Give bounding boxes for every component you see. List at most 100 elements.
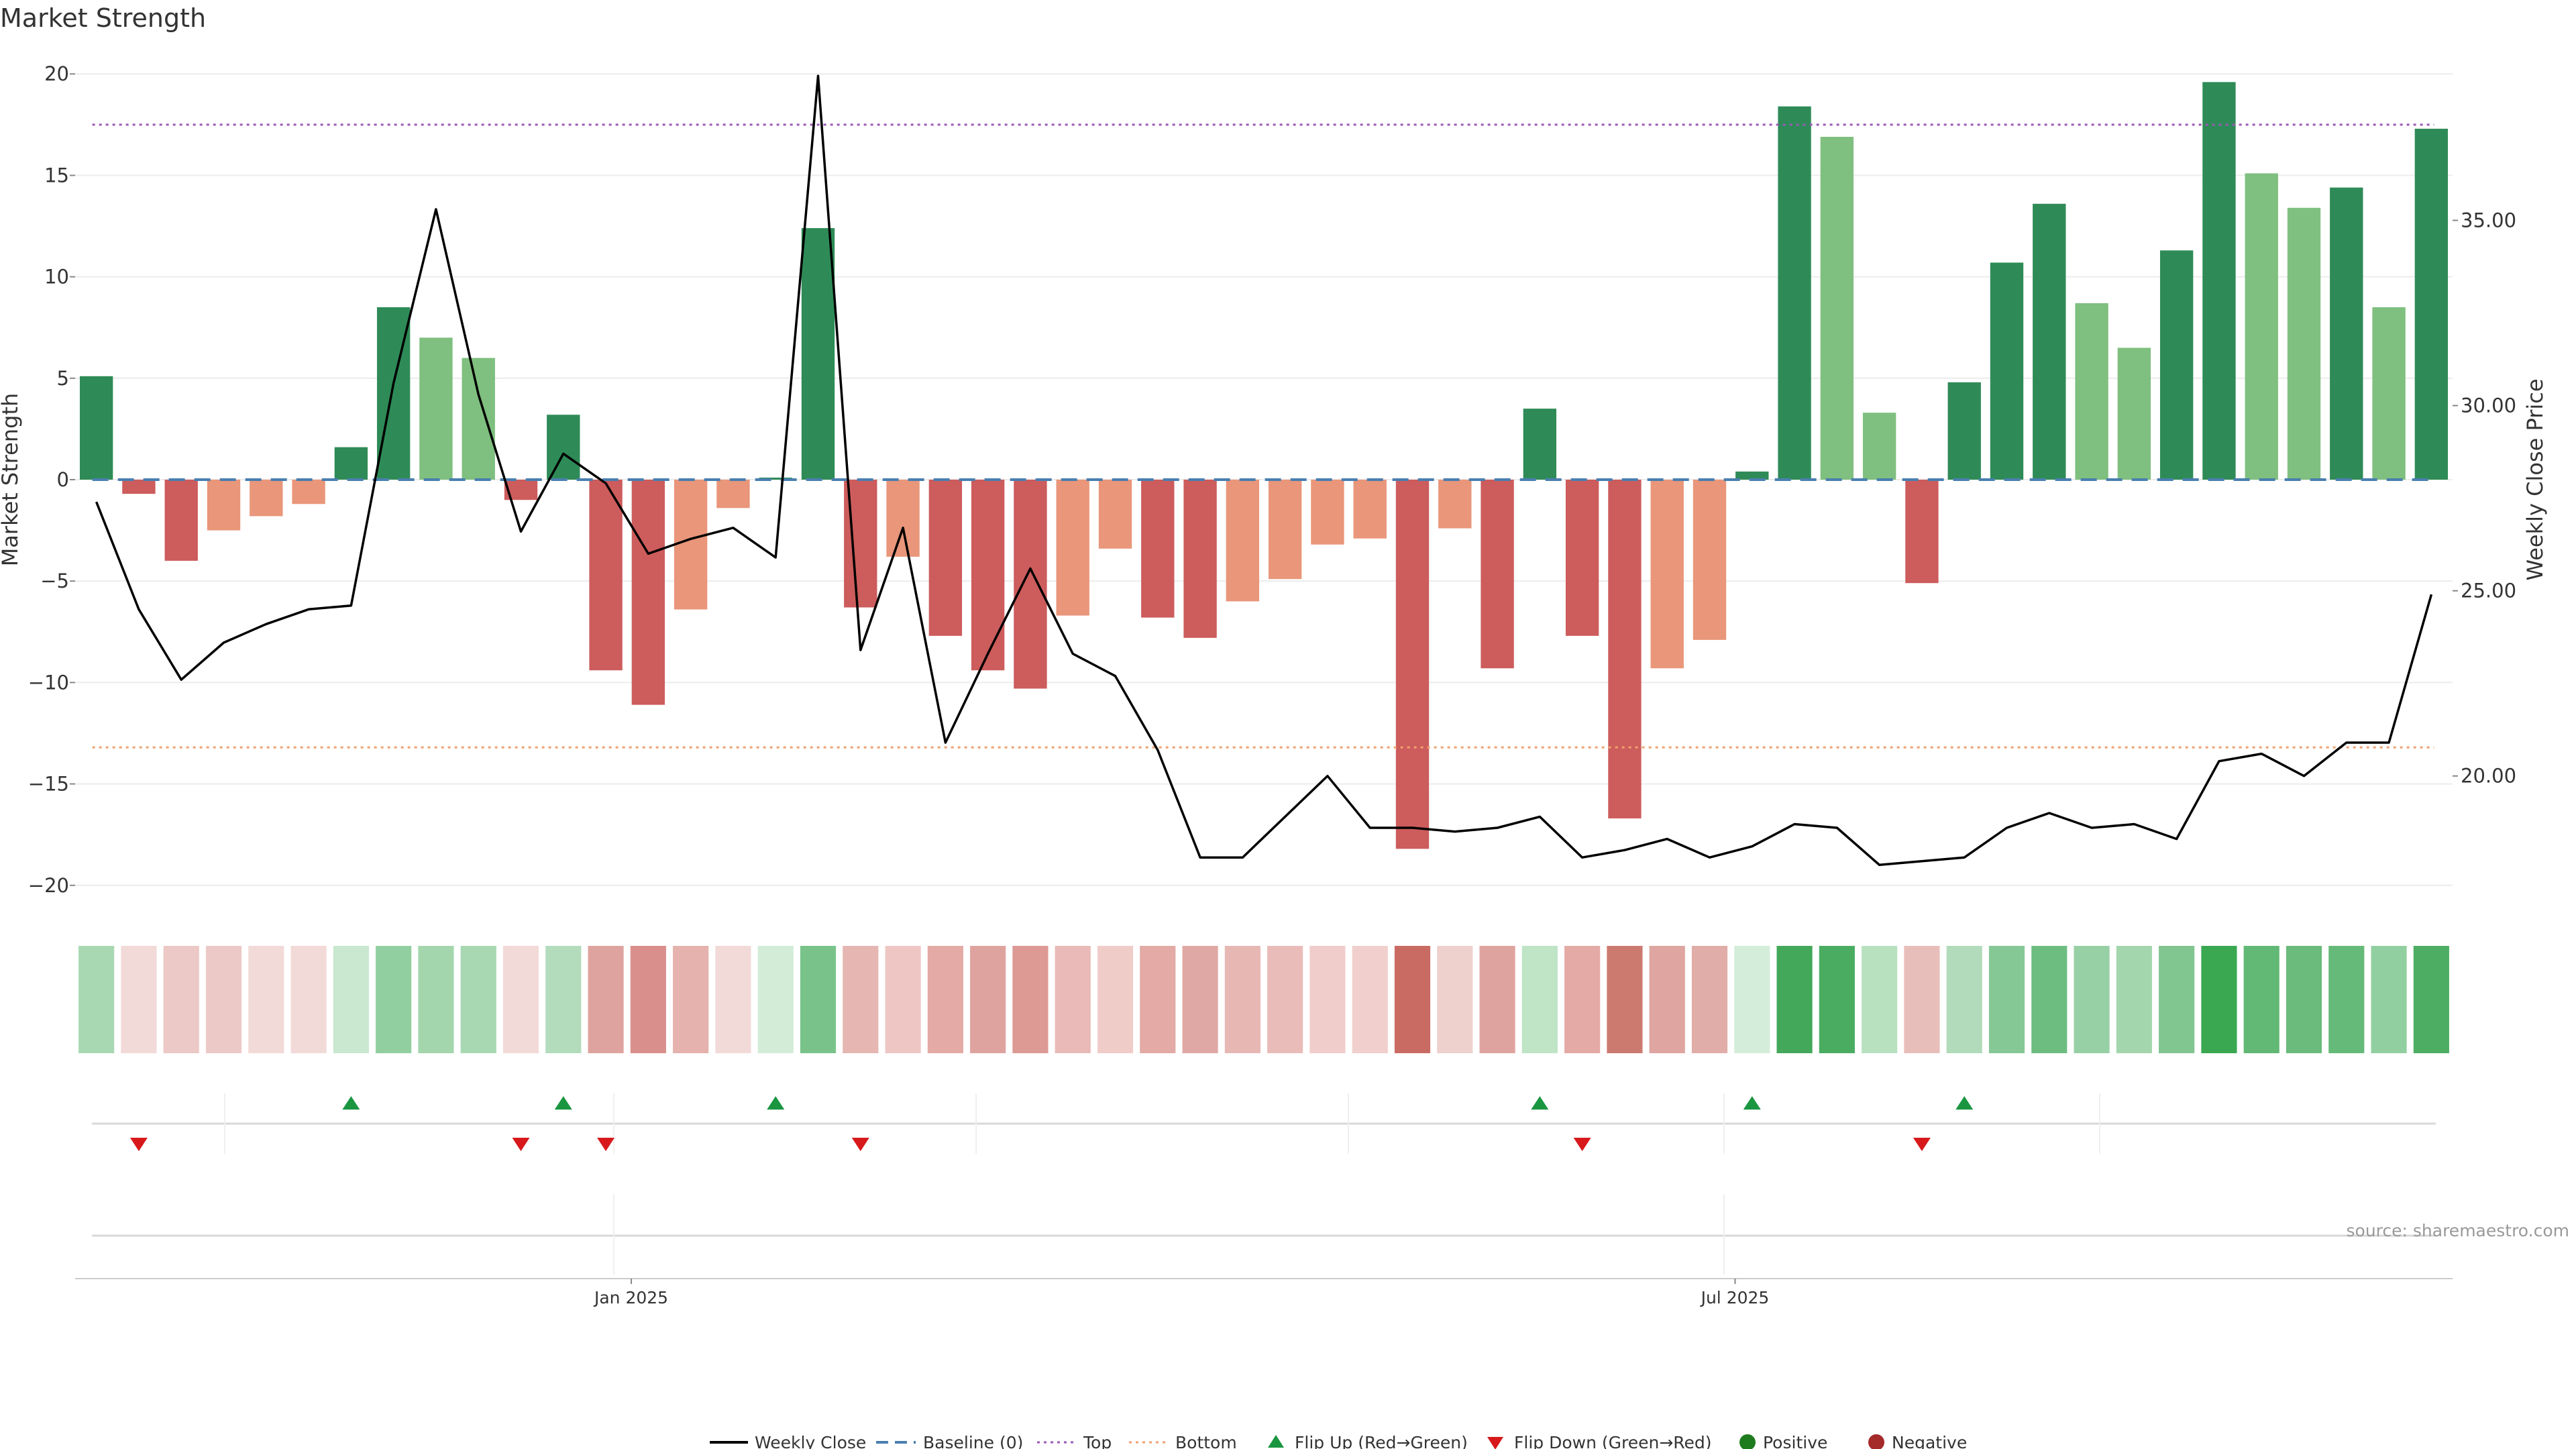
strength-bar — [759, 477, 792, 480]
heatmap-cell — [927, 946, 963, 1053]
heatmap-cell — [2328, 946, 2365, 1053]
heatmap-cell — [2371, 946, 2407, 1053]
heatmap-cell — [673, 946, 709, 1053]
heatmap-cell — [1394, 946, 1431, 1053]
y-left-tick-label: −10 — [28, 671, 69, 694]
strength-bar — [250, 480, 283, 517]
flip-markers-panel — [92, 1093, 2436, 1275]
heatmap-cell — [588, 946, 624, 1053]
legend-label: Weekly Close — [755, 1433, 866, 1449]
strength-bar — [1523, 409, 1557, 480]
strength-bar — [1990, 262, 2024, 480]
legend-label: Flip Down (Green→Red) — [1514, 1433, 1712, 1449]
y-left-tick-label: 5 — [57, 367, 69, 390]
strength-bar — [2414, 128, 2449, 480]
strength-bar — [2287, 207, 2321, 480]
flip-down-marker — [1913, 1138, 1931, 1151]
legend-label: Positive — [1763, 1433, 1827, 1449]
heatmap-cell — [502, 946, 539, 1053]
heatmap-cell — [2413, 946, 2449, 1053]
y-right-tick-label: 30.00 — [2461, 394, 2516, 417]
strength-bar — [122, 480, 156, 494]
heatmap-cell — [1691, 946, 1728, 1053]
strength-bar — [1014, 480, 1047, 689]
weekly-close-line — [95, 74, 2433, 867]
strength-bar — [2033, 203, 2066, 480]
legend-label: Negative — [1892, 1433, 1967, 1449]
x-axis: Jan 2025 Jul 2025 — [75, 1278, 2453, 1307]
legend-positive-swatch — [1739, 1434, 1756, 1449]
source-note: source: sharemaestro.com — [2347, 1221, 2570, 1240]
strength-bar — [1693, 480, 1727, 640]
strength-bar — [462, 358, 495, 480]
heatmap-cell — [418, 946, 454, 1053]
strength-bar — [1565, 480, 1599, 636]
x-tick-label: Jul 2025 — [1700, 1288, 1770, 1307]
heatmap-cell — [715, 946, 751, 1053]
flip-up-marker — [1955, 1096, 1974, 1110]
legend-label: Bottom — [1175, 1433, 1237, 1449]
strength-bar — [928, 480, 963, 636]
strength-bar — [631, 480, 665, 705]
flip-down-marker — [1573, 1138, 1591, 1151]
strength-bar — [1098, 480, 1132, 549]
strength-bar — [971, 480, 1005, 671]
heatmap-cell — [1734, 946, 1770, 1053]
chart-title: Market Strength — [0, 3, 206, 33]
heatmap-cell — [1055, 946, 1091, 1053]
strength-bar — [716, 480, 750, 508]
weekly-close-path — [95, 74, 2433, 867]
strength-bar — [334, 447, 368, 480]
flip-down-marker — [597, 1138, 615, 1151]
strength-bar — [674, 480, 708, 610]
heatmap-cell — [1140, 946, 1176, 1053]
y-left-tick-label: −15 — [28, 773, 69, 796]
legend-flip-up-swatch — [1268, 1435, 1284, 1448]
heatmap-cell — [545, 946, 582, 1053]
flip-up-marker — [554, 1096, 572, 1110]
strength-bar — [547, 415, 580, 480]
strength-bar — [1311, 480, 1344, 545]
heatmap-cell — [205, 946, 242, 1053]
strength-bar — [1905, 480, 1939, 584]
strength-bar — [1820, 136, 1854, 480]
heatmap-cell — [885, 946, 921, 1053]
strength-bar — [207, 480, 241, 531]
heatmap-cell — [970, 946, 1006, 1053]
heatmap-cell — [2201, 946, 2237, 1053]
heatmap-cell — [1862, 946, 1898, 1053]
legend-label: Top — [1083, 1433, 1112, 1449]
heatmap-cell — [2031, 946, 2068, 1053]
heatmap-cell — [248, 946, 284, 1053]
y-left-tick-label: −5 — [40, 570, 69, 592]
heatmap-cell — [1988, 946, 2025, 1053]
strength-bar — [2245, 173, 2278, 480]
reference-lines — [92, 123, 2434, 749]
strength-bar — [1947, 382, 1981, 480]
heatmap-cell — [1267, 946, 1303, 1053]
heatmap-cell — [1607, 946, 1643, 1053]
heatmap-cell — [1904, 946, 1940, 1053]
heatmap-cell — [1309, 946, 1346, 1053]
x-tick-label: Jan 2025 — [593, 1288, 668, 1307]
heatmap-cell — [1564, 946, 1601, 1053]
flip-up-marker — [342, 1096, 360, 1110]
y-left-axis-title: Market Strength — [0, 393, 23, 567]
y-right-tick-label: 35.00 — [2461, 209, 2516, 231]
heatmap-cell — [1352, 946, 1388, 1053]
y-left-tick-label: 20 — [44, 62, 69, 85]
heatmap-cell — [121, 946, 157, 1053]
heatmap-cell — [757, 946, 794, 1053]
y-left-tick-label: 10 — [44, 266, 69, 288]
strength-bar — [1141, 480, 1175, 618]
heatmap-cell — [630, 946, 666, 1053]
heatmap-cell — [1521, 946, 1558, 1053]
strength-heatmap-strip — [78, 946, 2449, 1053]
heatmap-cell — [1479, 946, 1515, 1053]
strength-bar — [79, 376, 113, 480]
flip-down-marker — [512, 1138, 530, 1151]
heatmap-cell — [1012, 946, 1049, 1053]
heatmap-cell — [290, 946, 327, 1053]
heatmap-cell — [2159, 946, 2195, 1053]
heatmap-cell — [800, 946, 837, 1053]
